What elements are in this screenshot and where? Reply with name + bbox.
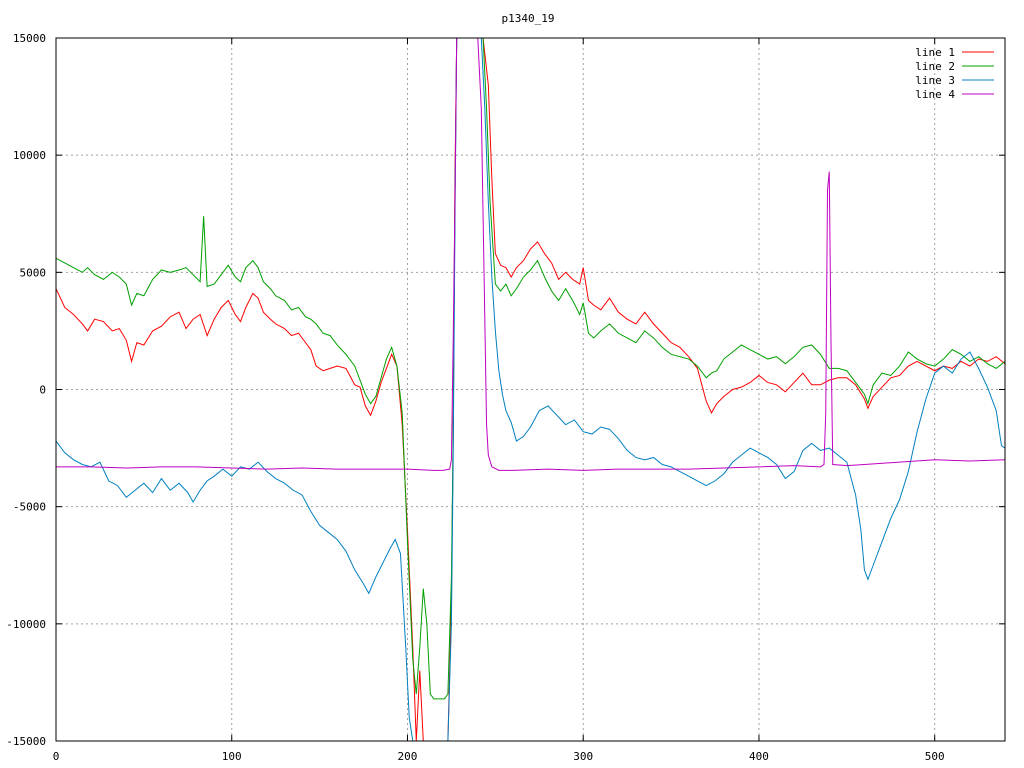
axes: 0 100 200 300 400 500 -15000 -10000 -5000 0 5000 10… — [6, 32, 1005, 763]
series-line-2 — [56, 38, 1005, 700]
legend-label-4: line 4 — [915, 88, 955, 101]
y-tick-label: 5000 — [20, 266, 47, 279]
legend-label-2: line 2 — [915, 60, 955, 73]
y-tick-label: 15000 — [13, 32, 46, 45]
series-lines — [56, 38, 1005, 741]
y-tick-label: 10000 — [13, 149, 46, 162]
y-tick-label: -5000 — [13, 501, 46, 514]
plot-area-border — [55, 37, 1006, 742]
y-tick-label: -10000 — [6, 618, 46, 631]
x-tick-label: 500 — [925, 750, 945, 763]
x-tick-label: 0 — [53, 750, 60, 763]
legend-label-3: line 3 — [915, 74, 955, 87]
legend-label-1: line 1 — [915, 46, 955, 59]
y-tick-label: 0 — [39, 384, 46, 397]
y-tick-label: -15000 — [6, 735, 46, 748]
series-line-1 — [56, 38, 1005, 741]
x-tick-label: 400 — [749, 750, 769, 763]
x-tick-label: 100 — [222, 750, 242, 763]
series-line-3 — [56, 38, 1005, 741]
series-line-4 — [56, 38, 1005, 471]
chart-title: p1340_19 — [502, 12, 555, 25]
x-tick-label: 200 — [398, 750, 418, 763]
grid — [56, 38, 1005, 741]
x-tick-label: 300 — [573, 750, 593, 763]
